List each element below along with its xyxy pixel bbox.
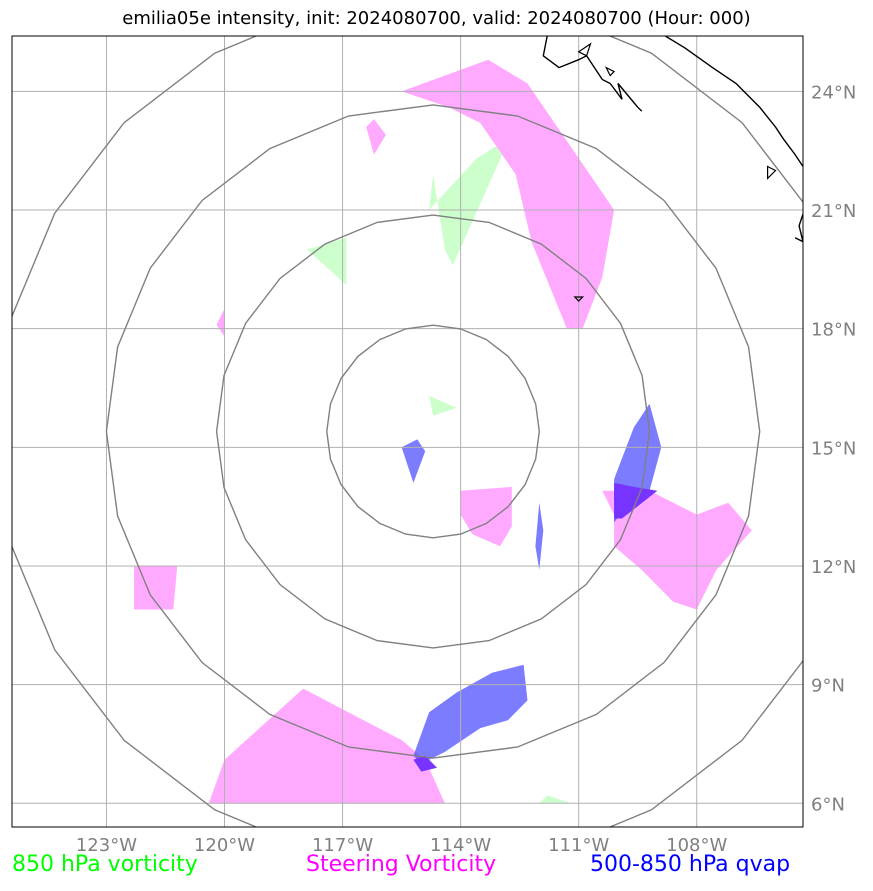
lat-tick-label: 6°N bbox=[811, 794, 845, 815]
island-outline bbox=[573, 296, 585, 302]
range-ring bbox=[105, 104, 761, 759]
axis-ticks: 123°W 120°W 117°W 114°W 111°W 108°W 6°N 9°N 12°N… bbox=[76, 82, 857, 856]
chart-title: emilia05e intensity, init: 2024080700, v… bbox=[122, 8, 751, 29]
vort850-area bbox=[429, 395, 457, 416]
coastline bbox=[542, 36, 643, 112]
steering-vorticity-area bbox=[216, 308, 225, 337]
lat-tick-label: 12°N bbox=[811, 557, 856, 578]
steering-vorticity-area bbox=[460, 486, 512, 547]
range-ring bbox=[12, 36, 803, 827]
steering-vorticity-area bbox=[134, 566, 178, 610]
range-ring bbox=[326, 324, 541, 539]
legend-steering: Steering Vorticity bbox=[306, 852, 497, 877]
vort850-area bbox=[307, 237, 347, 286]
plot-frame bbox=[11, 35, 804, 828]
lat-tick-label: 9°N bbox=[811, 676, 845, 697]
steering-vorticity-area bbox=[366, 119, 386, 155]
legend-qvap: 500-850 hPa qvap bbox=[590, 852, 791, 877]
island-outline bbox=[577, 42, 592, 57]
steering-vorticity-area bbox=[602, 490, 752, 610]
steering-vorticity-area bbox=[208, 688, 445, 804]
lat-tick-label: 18°N bbox=[811, 320, 856, 341]
coastline bbox=[664, 36, 803, 167]
plot-area bbox=[12, 36, 803, 827]
lon-tick-label: 108°W bbox=[666, 835, 727, 856]
qvap-area bbox=[535, 502, 544, 570]
qvap-area bbox=[413, 664, 528, 764]
vort850-area bbox=[429, 130, 520, 266]
steering-vorticity-area bbox=[401, 59, 615, 329]
lon-tick-label: 114°W bbox=[430, 835, 491, 856]
lon-tick-label: 111°W bbox=[548, 835, 609, 856]
lon-tick-label: 123°W bbox=[76, 835, 137, 856]
coastline bbox=[794, 213, 803, 243]
vort850-area bbox=[539, 795, 571, 804]
island-outline bbox=[766, 165, 777, 180]
qvap-steering-overlap-area bbox=[413, 755, 437, 772]
qvap-steering-overlap-area bbox=[614, 482, 658, 519]
legend-vort850: 850 hPa vorticity bbox=[12, 852, 198, 877]
lat-tick-label: 21°N bbox=[811, 201, 856, 222]
lon-tick-label: 117°W bbox=[312, 835, 373, 856]
qvap-area bbox=[401, 439, 426, 483]
island-outline bbox=[604, 66, 616, 77]
lon-tick-label: 120°W bbox=[194, 835, 255, 856]
lat-tick-label: 24°N bbox=[811, 82, 856, 103]
range-ring bbox=[215, 214, 651, 649]
lat-tick-label: 15°N bbox=[811, 438, 856, 459]
